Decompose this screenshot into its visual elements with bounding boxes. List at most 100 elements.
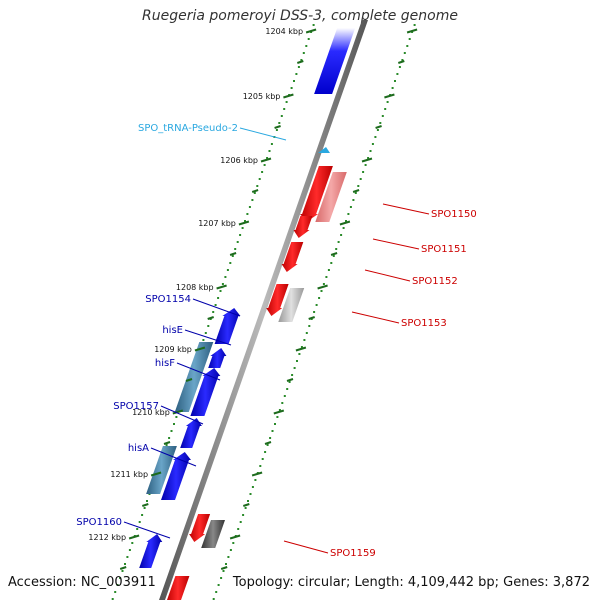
forward-gene xyxy=(208,348,227,368)
tick-dot xyxy=(381,115,384,117)
reverse-gene xyxy=(189,514,211,542)
tick-dot xyxy=(264,451,267,453)
tick-dot xyxy=(136,528,139,530)
tick-label: 1204 kbp xyxy=(265,27,303,36)
tick-dot xyxy=(239,521,242,523)
tick-dot xyxy=(229,262,232,264)
tick-dot xyxy=(214,304,217,306)
tick-dot xyxy=(398,66,401,68)
tick-dot xyxy=(251,486,254,488)
tick-dot xyxy=(274,423,276,425)
tick-dot xyxy=(215,591,218,593)
tick-label: 1211 kbp xyxy=(110,470,148,479)
forward-gene xyxy=(146,446,177,494)
tick-dot xyxy=(280,115,283,117)
tick-dot xyxy=(244,220,246,222)
tick-dot xyxy=(270,143,273,145)
gene-label-left: hisF xyxy=(155,358,175,369)
tick-dot xyxy=(278,122,281,124)
minor-tick xyxy=(286,378,294,382)
tick-label: 1210 kbp xyxy=(132,408,170,417)
tick-dot xyxy=(285,101,288,103)
tick-dot xyxy=(413,24,416,26)
tick-dot xyxy=(325,276,328,278)
reverse-gene xyxy=(201,520,225,548)
major-tick xyxy=(260,157,272,163)
tick-dot xyxy=(226,269,229,271)
gene-label-right: SPO1153 xyxy=(401,318,447,329)
minor-tick xyxy=(264,441,272,445)
minor-tick xyxy=(330,252,338,256)
minor-tick xyxy=(119,566,127,570)
kbp-ticks: 1204 kbp 1205 kbp 1206 kbp 1207 kbp 1208 kbp… xyxy=(88,27,418,570)
tick-dot xyxy=(111,598,114,600)
tick-dot xyxy=(300,346,303,348)
tick-dot xyxy=(202,339,205,341)
minor-tick xyxy=(274,125,281,129)
tick-dot xyxy=(119,577,122,579)
tick-dot xyxy=(244,507,247,509)
label-leader xyxy=(160,405,204,425)
tick-label: 1207 kbp xyxy=(198,219,236,228)
tick-dot xyxy=(232,542,235,544)
tick-dot xyxy=(379,122,382,124)
minor-tick xyxy=(251,189,259,193)
major-tick xyxy=(273,409,285,415)
tick-dot xyxy=(342,227,345,229)
tick-dot xyxy=(204,332,207,334)
tick-dot xyxy=(298,353,301,355)
major-tick xyxy=(194,346,206,352)
forward-gene xyxy=(190,368,221,416)
tick-dot xyxy=(403,52,406,54)
tick-label: 1209 kbp xyxy=(154,345,192,354)
label-leader xyxy=(150,447,197,467)
tick-dot xyxy=(227,556,230,558)
tick-dot xyxy=(371,143,374,145)
backbone-line xyxy=(159,20,368,600)
major-tick xyxy=(238,220,250,226)
tick-dot xyxy=(332,255,335,257)
map-title: Ruegeria pomeroyi DSS-3, complete genome xyxy=(142,8,458,24)
label-leader xyxy=(351,311,400,324)
accession-text: Accession: NC_003911 xyxy=(8,575,156,590)
tick-dot xyxy=(337,241,340,243)
tick-dot xyxy=(335,248,338,250)
tick-dot xyxy=(146,500,148,502)
backbone xyxy=(159,20,368,600)
label-leader xyxy=(382,203,430,215)
tick-dot xyxy=(359,178,362,180)
tick-dot xyxy=(224,276,227,278)
major-tick xyxy=(251,471,263,477)
major-tick xyxy=(406,28,418,34)
label-leader xyxy=(176,362,221,381)
tick-dot xyxy=(231,255,234,257)
tick-dot xyxy=(275,129,278,131)
tick-dot xyxy=(318,297,321,299)
tick-dot xyxy=(212,598,215,600)
reverse-gene xyxy=(281,242,304,272)
gene-label-right: SPO1159 xyxy=(330,548,376,559)
tick-dot xyxy=(384,108,387,110)
tick-dot xyxy=(247,500,249,502)
tick-dot xyxy=(290,87,293,89)
tick-dot xyxy=(357,185,360,187)
tick-dot xyxy=(251,199,254,201)
tick-dot xyxy=(307,38,310,40)
minor-tick xyxy=(352,189,360,193)
tick-dot xyxy=(241,227,244,229)
label-leader xyxy=(184,329,232,346)
tick-dot xyxy=(131,542,134,544)
tick-dot xyxy=(253,192,256,194)
tick-dot xyxy=(327,269,330,271)
major-tick xyxy=(317,284,328,290)
tick-dot xyxy=(266,444,269,446)
tick-dot xyxy=(269,437,272,439)
tick-dot xyxy=(283,108,286,110)
tick-dot xyxy=(124,563,126,565)
tick-dot xyxy=(386,101,389,103)
minor-tick xyxy=(229,252,237,256)
minor-tick xyxy=(296,60,304,64)
minor-tick xyxy=(375,125,382,129)
